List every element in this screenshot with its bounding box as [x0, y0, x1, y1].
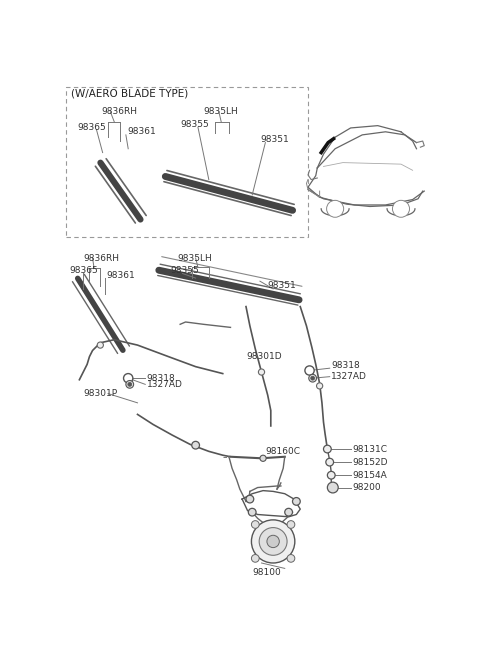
Circle shape: [97, 342, 103, 348]
Circle shape: [287, 520, 295, 528]
Text: 98365: 98365: [69, 266, 98, 275]
Text: 98361: 98361: [127, 127, 156, 136]
Circle shape: [287, 555, 295, 562]
Text: 98351: 98351: [260, 135, 288, 144]
Circle shape: [246, 495, 254, 503]
Circle shape: [252, 555, 259, 562]
Text: 98365: 98365: [77, 122, 106, 132]
Text: 98318: 98318: [331, 361, 360, 370]
Circle shape: [285, 508, 292, 516]
Text: 1327AD: 1327AD: [331, 372, 367, 381]
Circle shape: [192, 442, 200, 449]
Circle shape: [316, 383, 323, 389]
Circle shape: [326, 458, 334, 466]
Circle shape: [260, 455, 266, 461]
Text: 98361: 98361: [107, 271, 135, 280]
Text: 1327AD: 1327AD: [147, 380, 183, 389]
Text: 98200: 98200: [352, 483, 381, 492]
Circle shape: [128, 383, 132, 387]
Text: 9836RH: 9836RH: [83, 254, 119, 263]
Text: 98154A: 98154A: [352, 471, 387, 480]
Text: 98160C: 98160C: [265, 447, 300, 456]
Circle shape: [259, 528, 287, 555]
Text: (W/AERO BLADE TYPE): (W/AERO BLADE TYPE): [71, 88, 188, 98]
Text: 98152D: 98152D: [352, 457, 388, 467]
Circle shape: [324, 445, 331, 453]
Circle shape: [326, 201, 344, 217]
Text: 98301P: 98301P: [83, 389, 118, 398]
Text: 98351: 98351: [268, 281, 297, 291]
Text: 98318: 98318: [147, 374, 176, 383]
Text: 9835LH: 9835LH: [178, 254, 213, 263]
Circle shape: [267, 536, 279, 547]
Circle shape: [311, 376, 314, 380]
Circle shape: [123, 373, 133, 383]
Text: 98301D: 98301D: [246, 352, 282, 361]
Text: 98355: 98355: [180, 120, 209, 128]
Circle shape: [327, 482, 338, 493]
Text: 9836RH: 9836RH: [101, 107, 137, 117]
Circle shape: [292, 498, 300, 505]
Circle shape: [309, 374, 316, 382]
Circle shape: [393, 201, 409, 217]
Circle shape: [305, 366, 314, 375]
Text: 98131C: 98131C: [352, 445, 387, 453]
Text: 98355: 98355: [170, 266, 199, 275]
Circle shape: [252, 520, 295, 563]
Circle shape: [258, 369, 264, 375]
Circle shape: [248, 508, 256, 516]
Circle shape: [126, 381, 133, 388]
Circle shape: [252, 520, 259, 528]
Text: 9835LH: 9835LH: [204, 107, 238, 117]
Text: 98100: 98100: [252, 568, 281, 577]
Circle shape: [327, 471, 335, 479]
